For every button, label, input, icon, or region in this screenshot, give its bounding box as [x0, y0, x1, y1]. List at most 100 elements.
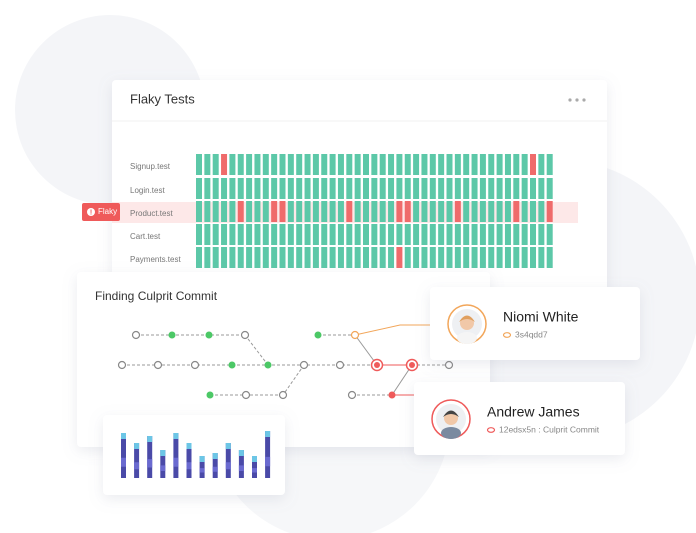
test-cell: [379, 178, 386, 199]
test-cell: [429, 247, 436, 268]
test-cell: [296, 224, 303, 245]
mini-bar: [238, 450, 244, 478]
test-cell: [488, 224, 495, 245]
flaky-badge: [82, 203, 120, 221]
test-cell: [296, 178, 303, 199]
test-cell: [421, 154, 428, 175]
test-cell: [521, 224, 528, 245]
test-cell: [513, 154, 520, 175]
test-cell: [546, 224, 553, 245]
mini-bar: [225, 443, 231, 478]
test-cell: [413, 224, 420, 245]
test-cell: [262, 178, 269, 199]
test-cell: [479, 154, 486, 175]
person-name: Niomi White: [503, 309, 579, 325]
test-cell: [246, 154, 253, 175]
mini-bar: [134, 443, 140, 478]
graph-edge: [282, 364, 305, 396]
test-cell: [237, 247, 244, 268]
test-cell: [379, 154, 386, 175]
commit-node: [347, 390, 357, 400]
test-cell: [346, 201, 353, 222]
test-cell: [196, 201, 202, 222]
test-cell: [229, 201, 236, 222]
test-cell: [504, 247, 511, 268]
test-cell: [212, 201, 219, 222]
test-cell: [546, 201, 553, 222]
test-cell: [279, 201, 286, 222]
test-cell: [388, 224, 395, 245]
test-name: Payments.test: [130, 255, 181, 264]
test-cell: [337, 224, 344, 245]
test-cell: [363, 247, 369, 268]
menu-dot: [582, 98, 586, 102]
test-cell: [312, 178, 319, 199]
test-cell: [530, 178, 536, 199]
test-cell: [287, 154, 294, 175]
test-cell: [479, 247, 486, 268]
test-cell: [262, 201, 269, 222]
test-cell: [279, 154, 286, 175]
test-cell: [354, 224, 361, 245]
test-cell: [479, 178, 486, 199]
test-cell: [379, 224, 386, 245]
test-cell: [229, 247, 236, 268]
mini-bar: [225, 443, 231, 449]
test-name: Signup.test: [130, 162, 171, 171]
test-cell: [337, 247, 344, 268]
test-cell: [221, 224, 228, 245]
test-cell: [504, 224, 511, 245]
test-cell: [363, 224, 369, 245]
test-cell: [446, 201, 453, 222]
mini-bar: [238, 450, 244, 456]
test-cell: [212, 154, 219, 175]
test-cell: [413, 178, 420, 199]
test-cell: [346, 224, 353, 245]
test-cell: [237, 201, 244, 222]
test-cell: [296, 154, 303, 175]
test-cell: [421, 201, 428, 222]
test-cell: [329, 178, 336, 199]
test-cell: [404, 201, 411, 222]
test-cell: [346, 247, 353, 268]
test-cell: [546, 178, 553, 199]
mini-bar: [160, 450, 166, 478]
mini-bar: [134, 462, 140, 470]
mini-bar: [238, 465, 244, 471]
menu-dot: [575, 98, 579, 102]
commit-node: [278, 390, 288, 400]
test-cell: [446, 247, 453, 268]
test-cell: [504, 201, 511, 222]
commit-node: [409, 362, 415, 368]
test-cell: [404, 178, 411, 199]
test-cell: [538, 247, 545, 268]
test-cell: [446, 154, 453, 175]
test-cell: [354, 154, 361, 175]
test-cell: [438, 201, 445, 222]
mini-bar: [186, 443, 192, 449]
test-cell: [538, 201, 545, 222]
test-cell: [371, 154, 378, 175]
test-cell: [496, 154, 503, 175]
test-cell: [463, 224, 470, 245]
test-cell: [287, 201, 294, 222]
test-cell: [212, 178, 219, 199]
test-name: Login.test: [130, 186, 165, 195]
mini-bar: [147, 436, 153, 478]
commit-icon: [502, 332, 512, 338]
test-cell: [287, 224, 294, 245]
test-cell: [396, 201, 403, 222]
test-cell: [429, 154, 436, 175]
mini-bar: [199, 456, 205, 462]
test-cell: [454, 224, 461, 245]
test-cell: [530, 201, 536, 222]
commit-node: [206, 391, 214, 399]
test-cell: [496, 201, 503, 222]
test-cell: [204, 224, 211, 245]
test-name: Cart.test: [130, 232, 161, 241]
test-cell: [246, 224, 253, 245]
commit-node: [444, 360, 454, 370]
test-cell: [321, 201, 328, 222]
test-cell: [421, 247, 428, 268]
test-cell: [337, 154, 344, 175]
